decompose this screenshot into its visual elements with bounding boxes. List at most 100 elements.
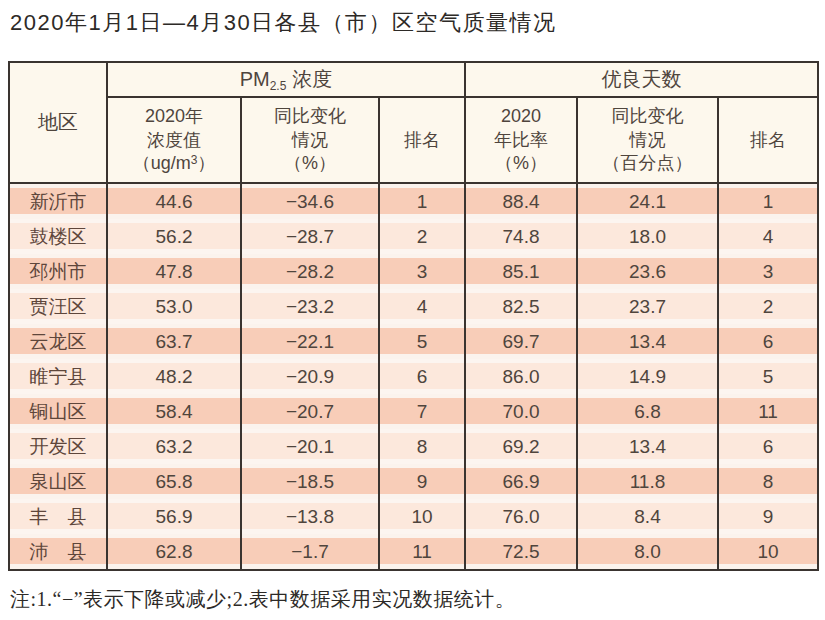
cell-pm-rank: 11: [379, 534, 465, 570]
table-row: 铜山区 58.4 −20.7 7 70.0 6.8 11: [9, 394, 818, 429]
cell-pm-rank: 6: [379, 359, 465, 394]
cell-good-rank: 5: [718, 359, 818, 394]
table-row: 开发区 63.2 −20.1 8 69.2 13.4 6: [9, 429, 818, 464]
cell-pm-value: 44.6: [107, 183, 241, 219]
cell-pm-rank: 3: [379, 254, 465, 289]
pm25-prefix: PM: [240, 68, 270, 90]
cell-region: 睢宁县: [9, 359, 107, 394]
cell-pm-change: −28.2: [241, 254, 379, 289]
cell-pm-rank: 8: [379, 429, 465, 464]
page-title: 2020年1月1日—4月30日各县（市）区空气质量情况: [10, 10, 817, 36]
cell-pm-value: 58.4: [107, 394, 241, 429]
cell-pm-rank: 9: [379, 464, 465, 499]
cell-good-change: 23.7: [577, 289, 718, 324]
header-sub-row: 2020年 浓度值 （ug/m3） 同比变化 情况 （%） 排名 2020 年比…: [9, 97, 818, 183]
cell-good-change: 23.6: [577, 254, 718, 289]
cell-pm-change: −34.6: [241, 183, 379, 219]
cell-good-change: 8.4: [577, 499, 718, 534]
cell-pm-change: −28.7: [241, 219, 379, 254]
cell-pm-value: 63.2: [107, 429, 241, 464]
cell-region: 沛 县: [9, 534, 107, 570]
table-row: 泉山区 65.8 −18.5 9 66.9 11.8 8: [9, 464, 818, 499]
col-group-pm25: PM2.5 浓度: [107, 62, 465, 97]
col-header-region: 地区: [9, 62, 107, 183]
cell-good-rank: 3: [718, 254, 818, 289]
table-row: 云龙区 63.7 −22.1 5 69.7 13.4 6: [9, 324, 818, 359]
table-row: 邳州市 47.8 −28.2 3 85.1 23.6 3: [9, 254, 818, 289]
cell-pm-value: 63.7: [107, 324, 241, 359]
table-row: 沛 县 62.8 −1.7 11 72.5 8.0 10: [9, 534, 818, 570]
cell-good-ratio: 70.0: [465, 394, 577, 429]
cell-good-ratio: 69.2: [465, 429, 577, 464]
cell-good-ratio: 66.9: [465, 464, 577, 499]
cell-good-change: 14.9: [577, 359, 718, 394]
table-row: 新沂市 44.6 −34.6 1 88.4 24.1 1: [9, 183, 818, 219]
cell-pm-change: −23.2: [241, 289, 379, 324]
cell-pm-rank: 4: [379, 289, 465, 324]
table-body: 新沂市 44.6 −34.6 1 88.4 24.1 1 鼓楼区 56.2 −2…: [9, 183, 818, 570]
col-header-good-rank: 排名: [718, 97, 818, 183]
header-group-row: 地区 PM2.5浓度 优良天数: [9, 62, 818, 97]
cell-good-rank: 2: [718, 289, 818, 324]
cell-good-rank: 6: [718, 324, 818, 359]
pm25-subscript: 2.5: [270, 79, 287, 93]
cell-pm-change: −1.7: [241, 534, 379, 570]
table-row: 丰 县 56.9 −13.8 10 76.0 8.4 9: [9, 499, 818, 534]
cell-good-ratio: 85.1: [465, 254, 577, 289]
cell-pm-rank: 10: [379, 499, 465, 534]
cell-good-ratio: 82.5: [465, 289, 577, 324]
cell-region: 泉山区: [9, 464, 107, 499]
table-row: 鼓楼区 56.2 −28.7 2 74.8 18.0 4: [9, 219, 818, 254]
cell-pm-change: −20.1: [241, 429, 379, 464]
cell-region: 新沂市: [9, 183, 107, 219]
cell-region: 丰 县: [9, 499, 107, 534]
col-header-pm-rank: 排名: [379, 97, 465, 183]
cell-good-rank: 10: [718, 534, 818, 570]
cell-pm-rank: 7: [379, 394, 465, 429]
cell-good-rank: 6: [718, 429, 818, 464]
cell-pm-change: −13.8: [241, 499, 379, 534]
col-header-good-change: 同比变化 情况 （百分点）: [577, 97, 718, 183]
cell-good-change: 11.8: [577, 464, 718, 499]
cell-region: 鼓楼区: [9, 219, 107, 254]
cell-good-ratio: 72.5: [465, 534, 577, 570]
cell-good-rank: 11: [718, 394, 818, 429]
cell-good-ratio: 76.0: [465, 499, 577, 534]
cell-pm-value: 48.2: [107, 359, 241, 394]
cell-pm-rank: 5: [379, 324, 465, 359]
col-header-pm-value: 2020年 浓度值 （ug/m3）: [107, 97, 241, 183]
table-header: 地区 PM2.5 浓度 优良天数 2020年 浓度值 （ug/m3） 同比变化 情…: [9, 62, 818, 183]
cell-pm-value: 56.9: [107, 499, 241, 534]
col-group-good-days: 优良天数: [465, 62, 818, 97]
cell-pm-value: 65.8: [107, 464, 241, 499]
cell-good-change: 24.1: [577, 183, 718, 219]
cell-pm-value: 53.0: [107, 289, 241, 324]
cell-region: 铜山区: [9, 394, 107, 429]
cell-good-rank: 1: [718, 183, 818, 219]
cell-pm-value: 62.8: [107, 534, 241, 570]
pm25-suffix: 浓度: [292, 68, 332, 90]
cell-good-ratio: 88.4: [465, 183, 577, 219]
col-header-good-ratio: 2020 年比率 （%）: [465, 97, 577, 183]
cell-region: 贾汪区: [9, 289, 107, 324]
cell-good-rank: 9: [718, 499, 818, 534]
cell-pm-rank: 1: [379, 183, 465, 219]
cell-pm-change: −20.7: [241, 394, 379, 429]
cell-pm-rank: 2: [379, 219, 465, 254]
cell-good-ratio: 69.7: [465, 324, 577, 359]
page: 2020年1月1日—4月30日各县（市）区空气质量情况 地区 PM2.5 浓度 优…: [0, 0, 825, 620]
cell-good-change: 13.4: [577, 429, 718, 464]
air-quality-table: 地区 PM2.5 浓度 优良天数 2020年 浓度值 （ug/m3） 同比变化 情…: [8, 61, 819, 571]
cell-good-change: 6.8: [577, 394, 718, 429]
cell-pm-change: −22.1: [241, 324, 379, 359]
cell-good-ratio: 86.0: [465, 359, 577, 394]
table-row: 贾汪区 53.0 −23.2 4 82.5 23.7 2: [9, 289, 818, 324]
cell-good-rank: 4: [718, 219, 818, 254]
cell-good-change: 18.0: [577, 219, 718, 254]
cell-good-change: 8.0: [577, 534, 718, 570]
cell-region: 云龙区: [9, 324, 107, 359]
cell-good-ratio: 74.8: [465, 219, 577, 254]
cell-good-rank: 8: [718, 464, 818, 499]
cell-pm-value: 47.8: [107, 254, 241, 289]
cell-region: 开发区: [9, 429, 107, 464]
